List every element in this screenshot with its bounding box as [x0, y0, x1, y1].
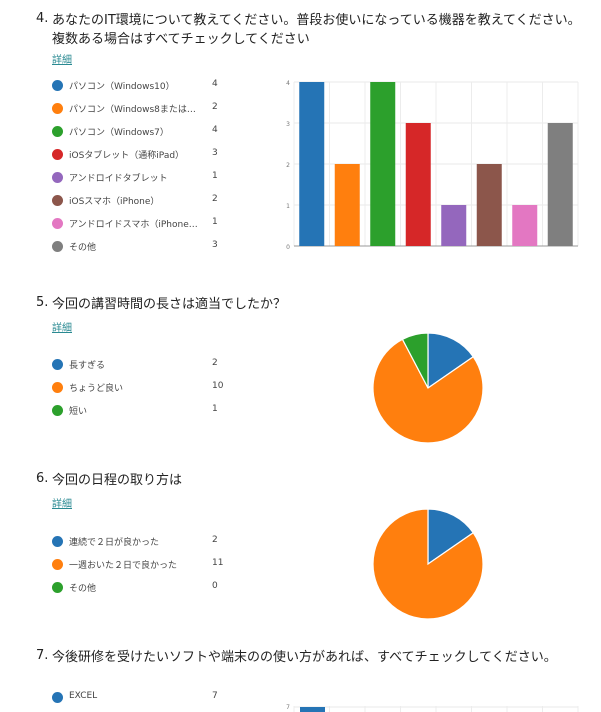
bar [547, 123, 573, 246]
legend-item: その他 3 [52, 240, 232, 254]
legend-item: パソコン（Windows7） 4 [52, 125, 232, 139]
pie-chart [372, 332, 484, 444]
pie-slice [372, 508, 484, 620]
pie-slice [372, 338, 484, 444]
legend-count: 3 [212, 240, 218, 250]
legend-swatch [52, 559, 63, 570]
legend-label: パソコン（Windows7） [69, 128, 169, 138]
bar-chart: 7 [286, 704, 579, 712]
y-tick-label: 0 [286, 244, 290, 251]
legend-item: 連続で２日が良かった 2 [52, 535, 232, 549]
y-tick-label: 1 [286, 203, 290, 210]
legend-swatch [52, 582, 63, 593]
legend-count: 2 [212, 358, 218, 368]
legend-item: ちょうど良い 10 [52, 381, 232, 395]
legend-count: 2 [212, 102, 218, 112]
y-tick-label: 2 [286, 162, 290, 169]
legend-item: パソコン（Windows8または8.... 2 [52, 102, 232, 116]
legend-item: 長すぎる 2 [52, 358, 232, 372]
legend-label: その他 [69, 584, 97, 594]
question-number: 6. [36, 471, 49, 486]
y-tick-label: 3 [286, 121, 290, 128]
bar [476, 164, 502, 246]
legend-swatch [52, 80, 63, 91]
legend-swatch [52, 103, 63, 114]
legend-swatch [52, 405, 63, 416]
bar [512, 205, 538, 246]
legend-count: 10 [212, 381, 224, 391]
detail-link[interactable]: 詳細 [52, 499, 72, 510]
legend-label: 長すぎる [69, 361, 106, 371]
legend-item: アンドロイドタブレット 1 [52, 171, 232, 185]
legend-label: iOSタブレット（通称iPad） [69, 151, 185, 161]
legend-label: ちょうど良い [69, 384, 124, 394]
question-title: 今後研修を受けたいソフトや端末のの使い方があれば、すべてチェックしてください。 [52, 650, 557, 665]
legend-count: 11 [212, 558, 224, 568]
pie-slice [401, 332, 429, 389]
legend-swatch [52, 536, 63, 547]
legend-swatch [52, 126, 63, 137]
legend-label: アンドロイドスマホ（iPhoneで... [69, 220, 201, 230]
legend-label: iOSスマホ（iPhone） [69, 197, 160, 207]
legend-item: 短い 1 [52, 404, 232, 418]
legend-count: 1 [212, 217, 218, 227]
y-tick-label: 4 [286, 80, 290, 87]
bar [441, 205, 467, 246]
legend-swatch [52, 382, 63, 393]
question-number: 5. [36, 295, 49, 310]
detail-link[interactable]: 詳細 [52, 55, 72, 66]
detail-link[interactable]: 詳細 [52, 323, 72, 334]
legend-count: 1 [212, 404, 218, 414]
legend-count: 4 [212, 125, 218, 135]
legend-label: EXCEL [69, 691, 98, 701]
question-number: 7. [36, 648, 49, 663]
legend-count: 2 [212, 194, 218, 204]
legend-count: 3 [212, 148, 218, 158]
pie-slice [427, 508, 475, 566]
legend-count: 0 [212, 581, 218, 591]
question-title: あなたのIT環境について教えてください。普段お使いになっている機器を教えてくださ… [52, 13, 581, 47]
legend-label: パソコン（Windows8または8.... [69, 105, 201, 115]
legend-swatch [52, 195, 63, 206]
legend-count: 7 [212, 691, 218, 701]
bar [405, 123, 431, 246]
pie-chart [372, 508, 484, 620]
legend-item: パソコン（Windows10） 4 [52, 79, 232, 93]
bar [370, 82, 396, 246]
bar-chart: 0 1 2 3 4 [286, 80, 579, 251]
legend-swatch [52, 218, 63, 229]
legend-item: iOSタブレット（通称iPad） 3 [52, 148, 232, 162]
y-tick-label: 7 [286, 704, 290, 711]
legend-count: 4 [212, 79, 218, 89]
bar [334, 164, 360, 246]
legend-item: その他 0 [52, 581, 232, 595]
legend-label: その他 [69, 243, 97, 253]
legend-item: アンドロイドスマホ（iPhoneで... 1 [52, 217, 232, 231]
legend-label: 一週おいた２日で良かった [69, 561, 178, 571]
legend-item: EXCEL 7 [52, 691, 232, 705]
question-title: 今回の講習時間の長さは適当でしたか？ [52, 297, 287, 312]
legend-label: 連続で２日が良かった [69, 538, 160, 548]
legend-swatch [52, 172, 63, 183]
bar [299, 82, 325, 246]
legend-swatch [52, 359, 63, 370]
legend-swatch [52, 241, 63, 252]
legend-swatch [52, 692, 63, 703]
legend-label: 短い [69, 407, 88, 417]
legend-item: iOSスマホ（iPhone） 2 [52, 194, 232, 208]
bar [300, 707, 325, 712]
pie-slice [427, 332, 475, 390]
legend-item: 一週おいた２日で良かった 11 [52, 558, 232, 572]
legend-label: アンドロイドタブレット [69, 174, 168, 184]
question-title: 今回の日程の取り方は [52, 473, 183, 488]
question-number: 4. [36, 11, 49, 26]
legend-label: パソコン（Windows10） [69, 82, 175, 92]
legend-count: 2 [212, 535, 218, 545]
legend-count: 1 [212, 171, 218, 181]
legend-swatch [52, 149, 63, 160]
